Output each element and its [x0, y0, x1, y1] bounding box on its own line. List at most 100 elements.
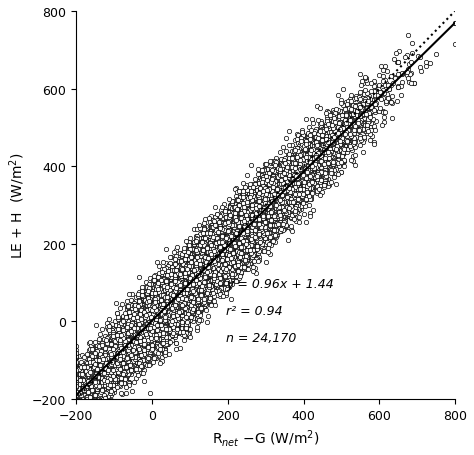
Point [197, 276, 204, 283]
Point [179, 282, 187, 289]
Point [166, 287, 173, 294]
Point [236, 252, 244, 259]
Point [320, 184, 328, 192]
Point [229, 211, 237, 218]
Point [93, 365, 101, 373]
Point [237, 200, 245, 207]
Point [132, 329, 140, 337]
Point [165, 327, 173, 334]
Point [333, 141, 341, 148]
Point [264, 174, 272, 181]
Point [311, 172, 319, 180]
Point [291, 184, 298, 191]
Point [195, 235, 203, 242]
Point [229, 205, 237, 212]
Point [197, 292, 204, 299]
Point [112, 353, 119, 360]
Point [235, 226, 242, 233]
Point [237, 235, 244, 243]
Point [106, 371, 114, 378]
Point [237, 248, 244, 255]
Point [313, 162, 321, 169]
Point [245, 222, 252, 229]
Point [237, 222, 244, 229]
Point [242, 208, 250, 215]
Point [129, 344, 137, 351]
Point [134, 346, 142, 354]
Point [234, 238, 242, 246]
Point [183, 276, 191, 283]
Point [277, 193, 284, 201]
Point [167, 312, 174, 319]
Point [190, 288, 197, 295]
Point [222, 274, 229, 282]
Point [264, 207, 272, 214]
Point [230, 231, 237, 238]
Point [184, 282, 192, 289]
Point [240, 222, 247, 229]
Point [323, 150, 330, 157]
Point [180, 279, 187, 286]
Point [103, 342, 111, 349]
Point [301, 179, 308, 186]
Point [99, 359, 106, 366]
Point [193, 279, 201, 286]
Point [302, 174, 310, 181]
Point [317, 118, 324, 126]
Point [275, 181, 283, 188]
Point [237, 249, 244, 256]
Point [148, 308, 155, 316]
Point [302, 167, 310, 175]
Point [201, 242, 208, 249]
Point [252, 216, 260, 223]
Point [193, 274, 201, 282]
Point [264, 197, 272, 205]
Point [174, 305, 182, 313]
Point [185, 303, 192, 310]
Point [224, 242, 232, 249]
Point [228, 210, 236, 217]
Point [250, 205, 257, 212]
Point [393, 60, 401, 67]
Point [124, 348, 132, 355]
Point [180, 290, 188, 297]
Point [212, 249, 220, 256]
Point [190, 296, 197, 303]
Point [136, 330, 143, 337]
Point [271, 170, 279, 177]
Point [217, 265, 225, 272]
Point [236, 257, 243, 264]
Point [136, 318, 144, 325]
Point [168, 289, 176, 296]
Point [243, 239, 250, 247]
Point [312, 146, 320, 153]
Point [194, 276, 201, 283]
Point [289, 182, 296, 190]
Point [147, 347, 155, 354]
Point [121, 342, 129, 349]
Point [111, 361, 118, 368]
Point [245, 230, 253, 238]
Point [117, 356, 124, 364]
Point [213, 265, 221, 273]
Point [80, 385, 88, 393]
Point [210, 266, 218, 273]
Point [244, 218, 252, 226]
Point [148, 336, 156, 344]
Point [107, 366, 114, 374]
Point [260, 223, 268, 231]
Point [290, 159, 298, 167]
Point [262, 224, 270, 232]
Point [129, 315, 137, 322]
Point [115, 330, 122, 337]
Point [342, 129, 349, 136]
Point [197, 266, 205, 273]
Point [231, 236, 239, 243]
Point [184, 240, 191, 248]
Point [271, 187, 278, 195]
Point [270, 209, 278, 217]
Point [215, 248, 222, 255]
Point [252, 209, 260, 216]
Point [223, 241, 230, 248]
Point [254, 237, 261, 244]
